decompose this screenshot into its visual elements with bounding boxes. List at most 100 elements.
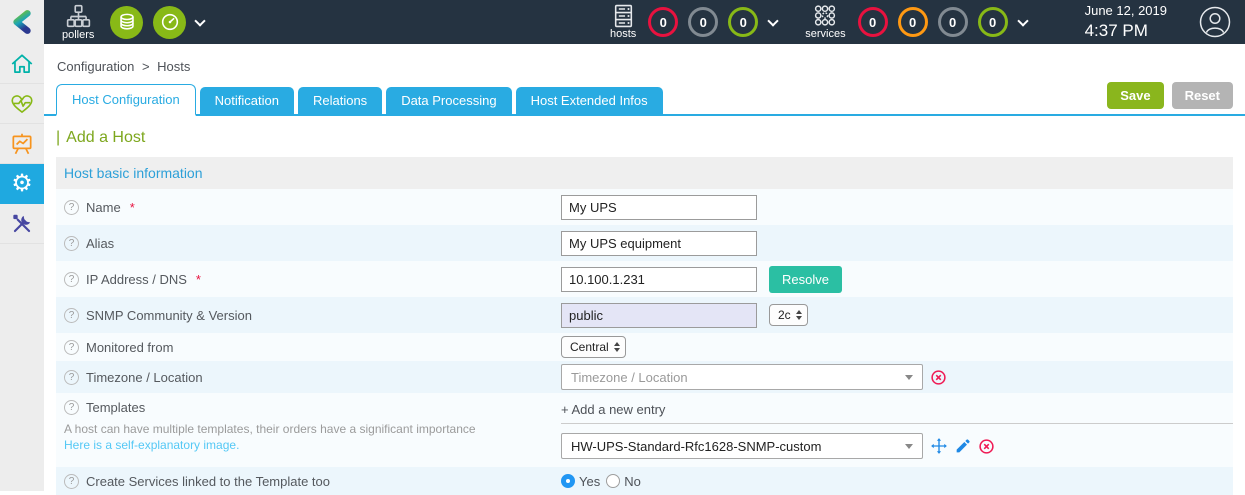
sidebar-item-reporting[interactable] xyxy=(0,124,44,164)
template-edit-icon[interactable] xyxy=(955,438,971,454)
resolve-button[interactable]: Resolve xyxy=(769,265,842,293)
save-button[interactable]: Save xyxy=(1107,82,1164,109)
help-icon[interactable]: ? xyxy=(64,339,79,355)
name-label: Name xyxy=(86,199,121,215)
form-row-templates: ? Templates A host can have multiple tem… xyxy=(56,393,1233,467)
services-status-group[interactable]: services xyxy=(805,4,846,40)
help-icon[interactable]: ? xyxy=(64,400,79,415)
monitored-from-select[interactable]: Central xyxy=(561,336,626,358)
hosts-status-group[interactable]: hosts xyxy=(610,4,636,40)
services-icon xyxy=(815,5,836,26)
hosts-label: hosts xyxy=(609,28,637,40)
centreon-logo[interactable] xyxy=(0,0,44,44)
tab-data-processing[interactable]: Data Processing xyxy=(386,87,512,114)
breadcrumb-hosts[interactable]: Hosts xyxy=(157,59,191,74)
hosts-icon xyxy=(614,4,632,28)
database-status-icon[interactable] xyxy=(110,5,144,39)
breadcrumb-configuration[interactable]: Configuration xyxy=(57,59,135,74)
form-row-alias: ? Alias xyxy=(56,225,1233,261)
form-row-timezone: ? Timezone / Location Timezone / Locatio… xyxy=(56,361,1233,393)
form-row-snmp: ? SNMP Community & Version 2c xyxy=(56,297,1233,333)
name-input[interactable] xyxy=(561,194,757,220)
help-icon[interactable]: ? xyxy=(64,235,79,251)
hosts-down-counter[interactable]: 0 xyxy=(648,7,679,37)
sidebar-item-home[interactable] xyxy=(0,44,44,84)
snmp-label: SNMP Community & Version xyxy=(86,307,252,323)
current-date: June 12, 2019 xyxy=(1084,3,1167,19)
snmp-version-select[interactable]: 2c xyxy=(769,304,808,326)
alias-input[interactable] xyxy=(561,230,757,256)
page-title: | Add a Host xyxy=(56,129,146,146)
hosts-unreachable-counter[interactable]: 0 xyxy=(688,7,719,37)
main-content: Configuration > Hosts Host Configuration… xyxy=(44,44,1245,495)
monitored-from-label: Monitored from xyxy=(86,339,174,355)
sidebar-item-administration[interactable] xyxy=(0,204,44,244)
sidebar-item-configuration[interactable]: ⚙ xyxy=(0,164,44,204)
tab-notification[interactable]: Notification xyxy=(199,87,294,114)
services-unknown-counter[interactable]: 0 xyxy=(937,7,968,37)
help-icon[interactable]: ? xyxy=(64,199,79,215)
form-row-name: ? Name * xyxy=(56,189,1233,225)
yes-label: Yes xyxy=(579,473,601,489)
help-icon[interactable]: ? xyxy=(64,369,79,385)
form-actions: Save Reset xyxy=(1107,82,1233,114)
ip-label: IP Address / DNS xyxy=(86,271,187,287)
hosts-up-counter[interactable]: 0 xyxy=(728,7,759,37)
chart-board-icon xyxy=(12,133,32,154)
dropdown-arrow-icon xyxy=(905,374,913,380)
create-services-label: Create Services linked to the Template t… xyxy=(86,473,331,489)
tab-relations[interactable]: Relations xyxy=(297,87,383,114)
chevron-down-icon[interactable] xyxy=(767,14,779,27)
templates-help-text: A host can have multiple templates, thei… xyxy=(64,422,476,436)
select-spinner-icon xyxy=(613,342,620,352)
help-icon[interactable]: ? xyxy=(64,473,79,489)
form-row-ip: ? IP Address / DNS * Resolve xyxy=(56,261,1233,297)
chevron-down-icon[interactable] xyxy=(194,14,207,27)
sidebar-item-monitoring[interactable] xyxy=(0,84,44,124)
alias-label: Alias xyxy=(86,235,115,251)
help-icon[interactable]: ? xyxy=(64,271,79,287)
select-spinner-icon xyxy=(795,310,802,320)
tab-host-configuration[interactable]: Host Configuration xyxy=(56,84,196,116)
timezone-clear-icon[interactable] xyxy=(930,369,947,386)
templates-label: Templates xyxy=(86,400,146,415)
services-ok-counter[interactable]: 0 xyxy=(977,7,1008,37)
dropdown-arrow-icon xyxy=(905,443,913,449)
form-row-monitored-from: ? Monitored from Central xyxy=(56,333,1233,361)
services-warning-counter[interactable]: 0 xyxy=(897,7,928,37)
template-select[interactable]: HW-UPS-Standard-Rfc1628-SNMP-custom xyxy=(561,433,923,459)
required-marker: * xyxy=(129,199,135,215)
current-time: 4:37 PM xyxy=(1084,20,1148,40)
sidebar-nav: ⚙ xyxy=(0,44,44,491)
gauge-status-icon[interactable] xyxy=(153,5,187,39)
create-services-no-radio[interactable] xyxy=(606,474,621,488)
pollers-status[interactable]: pollers xyxy=(62,4,94,41)
clock: June 12, 2019 4:37 PM xyxy=(1085,3,1167,41)
heart-pulse-icon xyxy=(11,94,33,113)
user-avatar-icon[interactable] xyxy=(1199,6,1231,38)
timezone-select[interactable]: Timezone / Location xyxy=(561,364,923,390)
services-critical-counter[interactable]: 0 xyxy=(857,7,888,37)
tab-bar: Host Configuration Notification Relation… xyxy=(44,82,1245,116)
pollers-label: pollers xyxy=(62,28,95,41)
chevron-down-icon[interactable] xyxy=(1016,14,1029,27)
tools-icon xyxy=(13,214,31,232)
host-form: ? Name * ? Alias ? IP Address / DNS * xyxy=(56,189,1233,495)
breadcrumb: Configuration > Hosts xyxy=(44,44,1245,85)
help-icon[interactable]: ? xyxy=(64,307,79,323)
snmp-community-input[interactable] xyxy=(561,302,757,328)
tab-host-extended-infos[interactable]: Host Extended Infos xyxy=(515,87,663,114)
template-delete-icon[interactable] xyxy=(978,438,995,455)
reset-button[interactable]: Reset xyxy=(1171,82,1233,109)
ip-input[interactable] xyxy=(561,266,757,292)
no-label: No xyxy=(624,473,641,489)
pollers-icon xyxy=(66,4,90,27)
create-services-yes-radio[interactable] xyxy=(561,474,575,488)
templates-help-link[interactable]: Here is a self-explanatory image. xyxy=(64,438,240,452)
template-move-icon[interactable] xyxy=(930,437,948,455)
top-bar: pollers xyxy=(0,0,1245,44)
services-label: services xyxy=(805,28,846,40)
gear-icon: ⚙ xyxy=(11,170,33,197)
breadcrumb-separator: > xyxy=(141,59,150,74)
add-template-entry-link[interactable]: + Add a new entry xyxy=(561,400,1233,424)
